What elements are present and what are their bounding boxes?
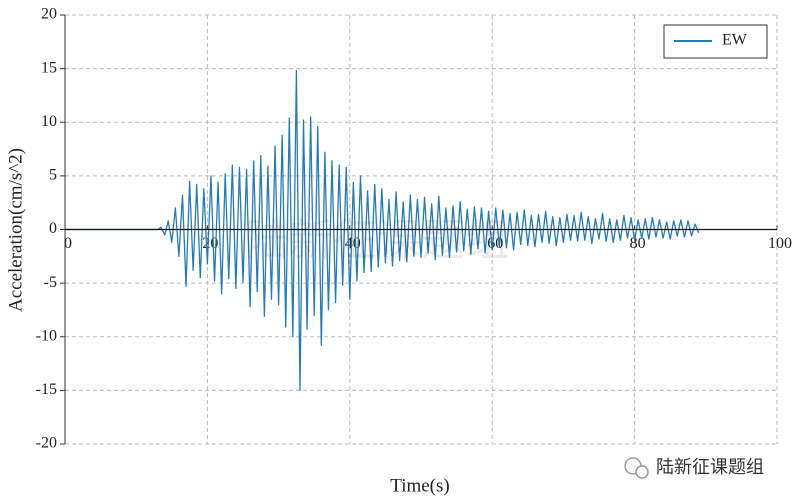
y-tick-label: 10 bbox=[41, 113, 57, 130]
legend-label: EW bbox=[722, 32, 748, 49]
data-line bbox=[65, 70, 700, 392]
y-tick-label: -5 bbox=[44, 274, 57, 291]
y-tick-label: 0 bbox=[49, 220, 57, 237]
footer-text: 陆新征课题组 bbox=[656, 457, 764, 478]
y-tick-label: -20 bbox=[36, 435, 57, 452]
badge-icon bbox=[635, 465, 649, 479]
x-tick-label: 0 bbox=[64, 235, 72, 252]
x-axis-label: Time(s) bbox=[390, 475, 449, 496]
legend: EW bbox=[663, 24, 768, 59]
y-axis-label: Acceleration(cm/s^2) bbox=[5, 148, 26, 312]
watermark: 陆新征课题组 bbox=[245, 216, 509, 265]
y-tick-label: 5 bbox=[49, 167, 57, 184]
y-tick-label: -15 bbox=[36, 381, 57, 398]
y-tick-label: -10 bbox=[36, 327, 57, 344]
footer-badge: 陆新征课题组 bbox=[624, 457, 764, 479]
x-tick-label: 100 bbox=[768, 235, 792, 252]
x-tick-label: 80 bbox=[630, 235, 646, 252]
y-tick-label: 15 bbox=[41, 59, 57, 76]
y-tick-label: 20 bbox=[41, 6, 57, 23]
